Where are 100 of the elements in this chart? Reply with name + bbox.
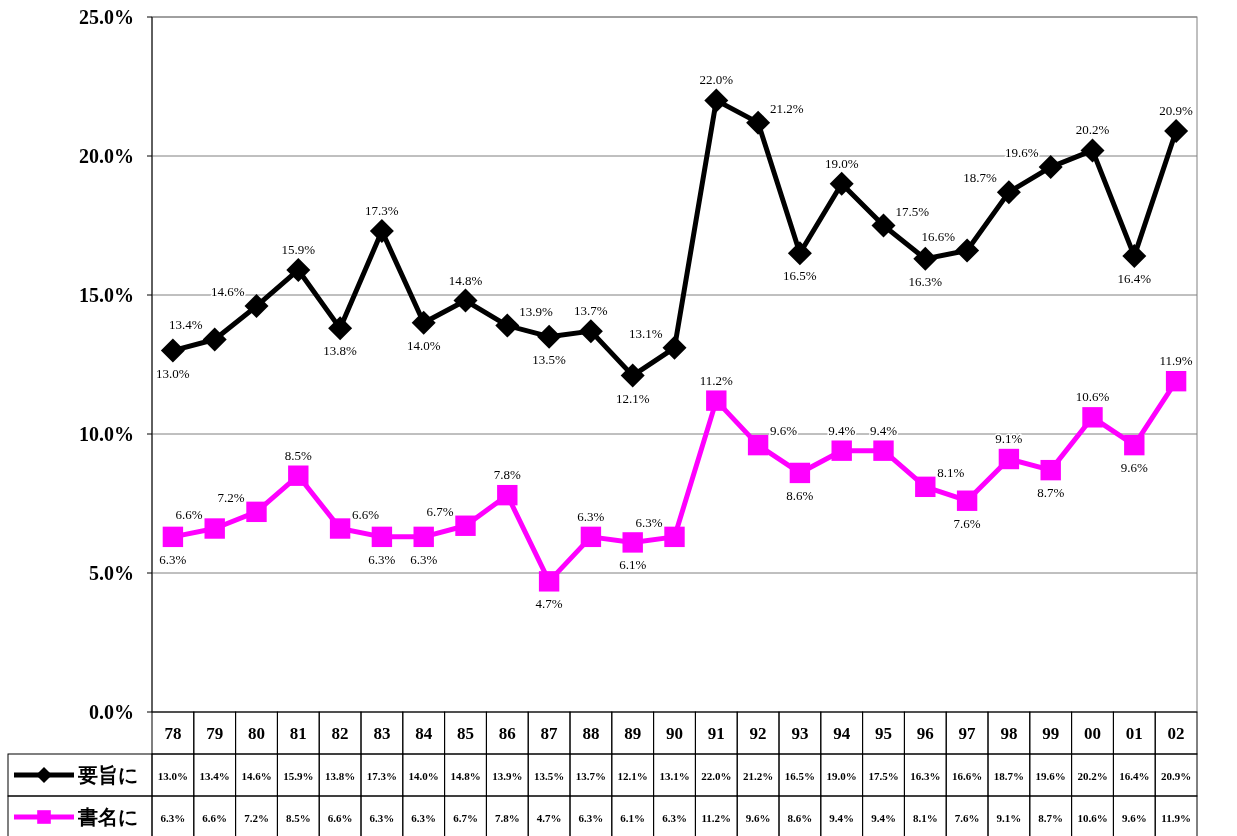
x-tick-label: 95 [875,724,892,743]
point [664,526,685,548]
data-label: 14.8% [450,770,481,782]
data-label: 4.7% [536,812,562,824]
text: 6.6% [352,506,380,522]
point [495,313,520,338]
y-tick-label: 0.0% [89,701,134,723]
text: 8.7% [1037,485,1065,501]
text: 11.2% [699,372,733,388]
data-label: 14.6% [241,770,272,782]
x-tick-label: 84 [415,724,433,743]
data-label: 17.5% [868,770,899,782]
x-tick-label: 96 [916,724,934,743]
data-label: 8.7% [1038,812,1064,824]
point [202,327,227,352]
point [1165,370,1187,392]
data-label: 21.2% [742,770,774,782]
point [580,526,602,548]
text: 13.0% [156,365,190,381]
text: 18.7% [963,170,997,186]
y-tick-label: 20.0% [79,145,134,167]
point [1080,138,1105,163]
text: 19.6% [1005,145,1039,161]
point [662,335,687,360]
point [871,213,896,238]
point [1122,244,1147,269]
point [704,88,729,113]
x-tick-label: 93 [791,724,809,743]
text: 7.8% [493,467,521,483]
text: 13.9% [519,303,553,319]
point [413,526,434,548]
text: 20.9% [1159,102,1193,118]
data-label: 19.0% [826,770,857,782]
x-tick-label: 86 [498,724,516,743]
text: 16.6% [921,228,956,244]
data-label: 8.5% [285,812,311,824]
data-label: 16.3% [910,770,941,782]
data-label: 13.5% [533,770,565,782]
x-tick-label: 81 [289,724,307,743]
data-label: 11.9% [1161,812,1191,824]
x-tick-label: 94 [833,724,851,743]
point [1124,434,1145,456]
point [578,319,603,344]
text: 14.6% [210,284,245,300]
point [1038,155,1063,180]
data-label: 9.4% [871,812,896,824]
point [831,440,852,461]
data-label: 13.9% [492,770,523,782]
point [453,288,478,313]
data-label: 8.6% [787,812,813,824]
point [620,363,645,388]
point [955,238,980,263]
x-tick-label: 80 [248,724,265,743]
point [956,490,978,511]
text: 9.4% [828,422,856,438]
data-label: 6.3% [369,812,395,824]
text: 13.8% [323,343,357,359]
text: 10.6% [1075,389,1110,405]
data-label: 13.7% [575,770,607,782]
point [329,518,351,539]
data-label: 20.9% [1160,770,1192,782]
text: 19.0% [824,155,859,171]
text: 13.5% [532,351,566,367]
point [747,434,769,456]
data-label: 13.0% [157,770,189,782]
text: 6.1% [619,557,647,573]
x-tick-label: 98 [1000,724,1018,743]
data-label: 11.2% [701,812,732,824]
x-tick-label: 85 [457,724,474,743]
text: 21.2% [770,100,804,116]
point [246,501,267,523]
y-tick-label: 25.0% [79,6,134,28]
point [328,316,353,341]
data-label: 6.6% [327,812,353,824]
text: 6.3% [635,514,663,530]
text: 16.5% [783,268,817,284]
point [497,484,518,506]
legend-label: 要旨に [77,763,138,787]
x-tick-label: 90 [666,724,683,743]
x-tick-label: 99 [1042,724,1060,743]
point [537,324,562,349]
point [371,526,393,548]
text: 8.6% [786,487,814,503]
data-label: 6.3% [411,812,437,824]
data-label: 9.6% [1121,812,1147,824]
x-tick-label: 82 [331,724,349,743]
text: 17.3% [365,203,399,219]
data-label: 9.4% [829,812,855,824]
point [244,294,269,319]
point [369,219,394,244]
point [787,241,812,266]
point [706,390,727,411]
x-tick-label: 88 [582,724,600,743]
text: 11.9% [1159,353,1193,369]
text: 12.1% [615,390,650,406]
text: 14.0% [406,337,441,353]
point [204,518,225,539]
point [746,110,771,135]
data-label: 10.6% [1077,812,1108,824]
data-label: 6.7% [453,812,478,824]
